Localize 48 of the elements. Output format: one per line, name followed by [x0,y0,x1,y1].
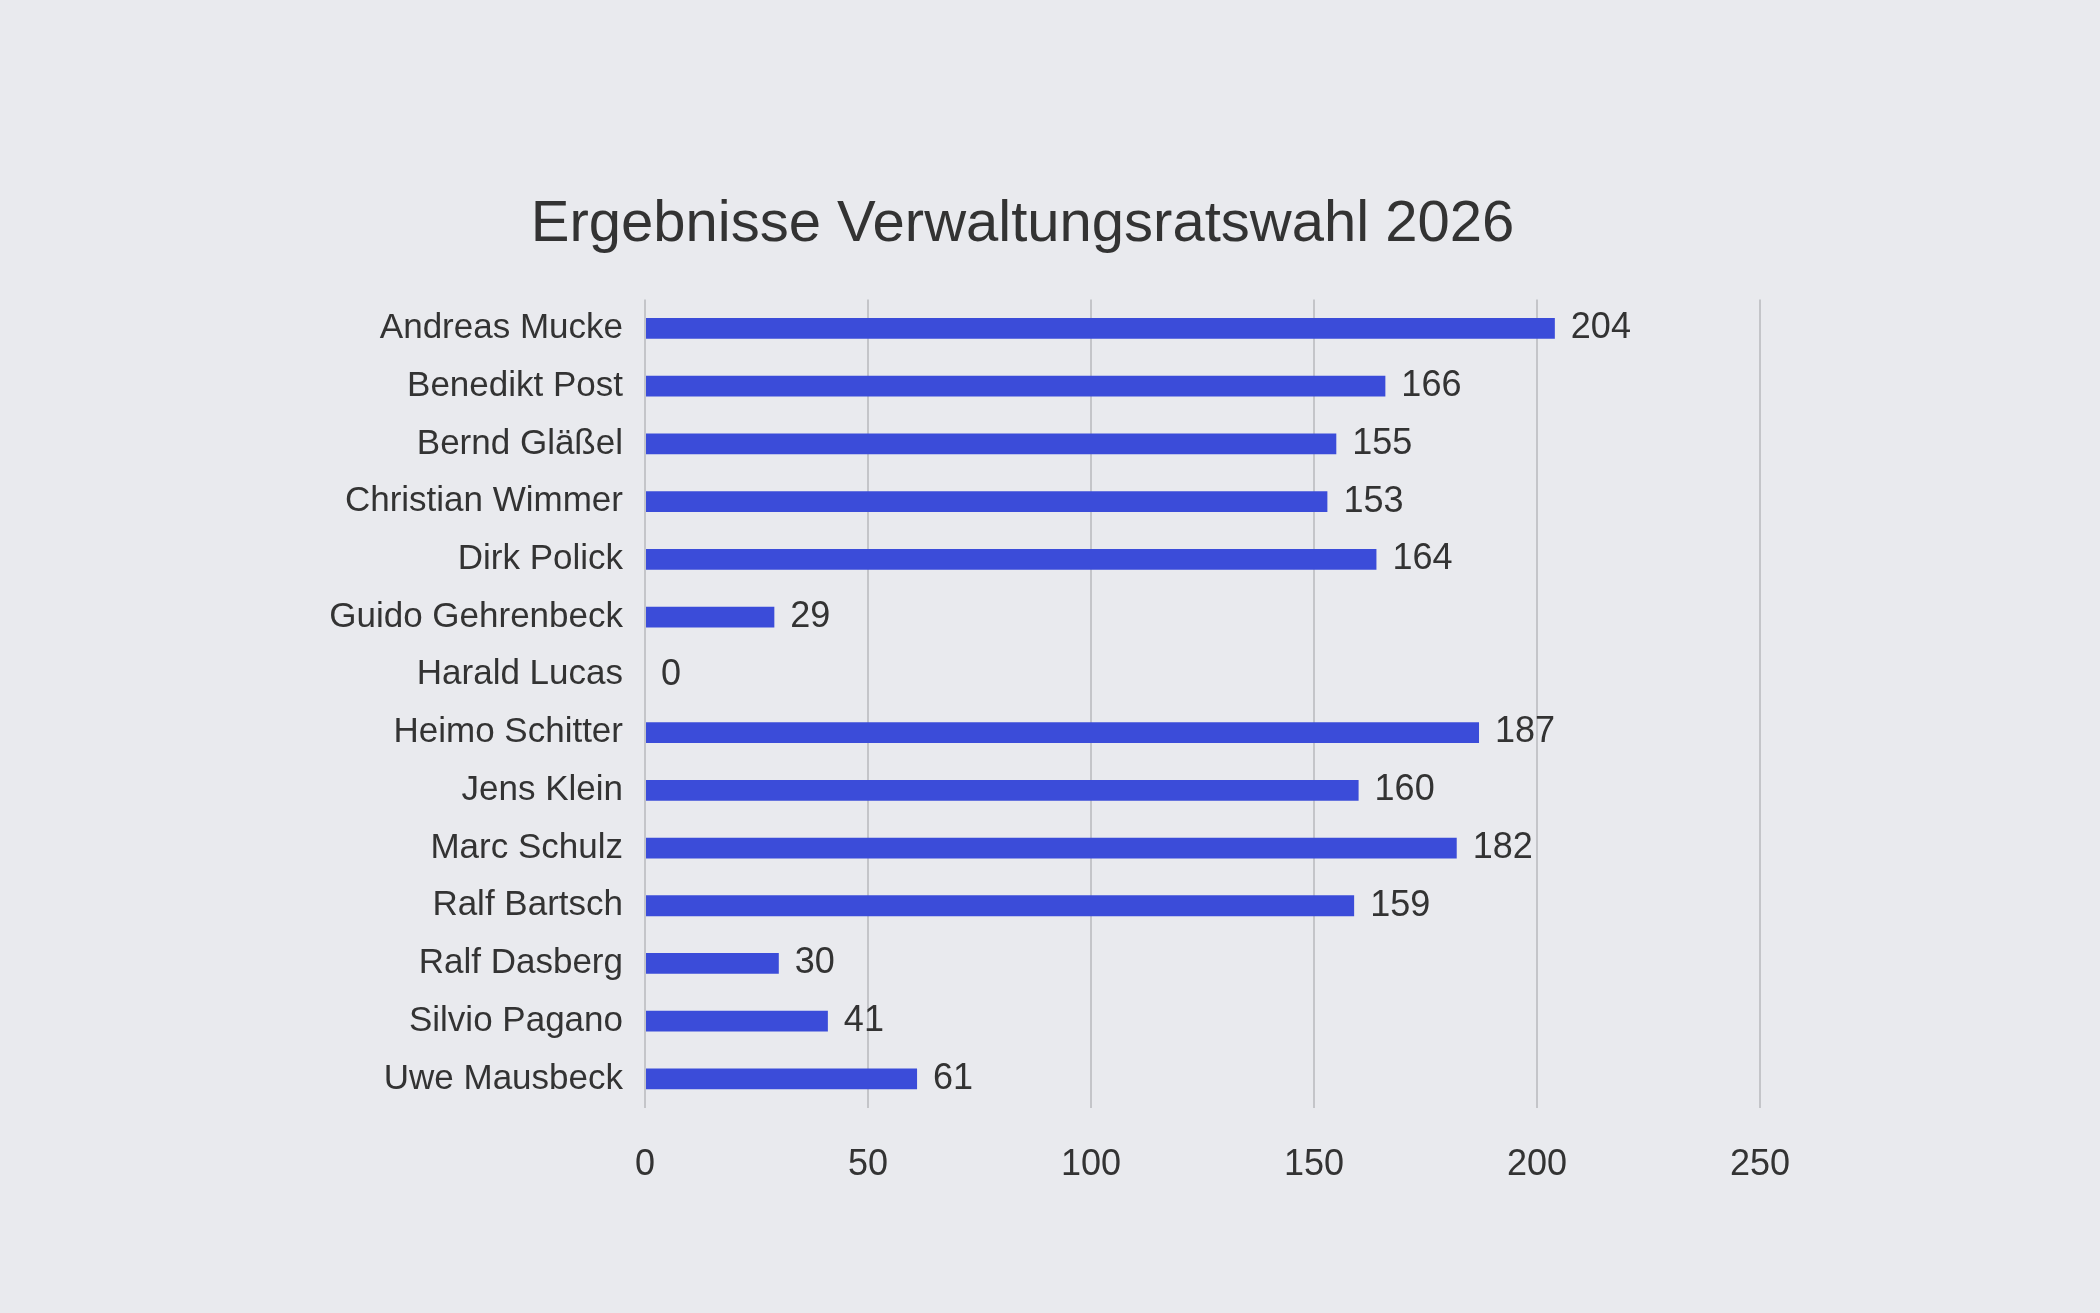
bar [646,837,1457,859]
bar [646,375,1386,397]
y-tick-label: Harald Lucas [416,652,623,692]
x-tick-label: 150 [1283,1142,1345,1184]
x-tick-label: 100 [1060,1142,1122,1184]
bar [646,722,1480,743]
bar [646,548,1377,570]
x-tick-label: 0 [634,1142,656,1184]
bar [646,318,1555,339]
data-label: 160 [1374,767,1435,809]
data-label: 30 [794,940,835,982]
y-tick-label: Uwe Mausbeck [383,1056,624,1096]
data-label: 164 [1392,536,1453,578]
data-label: 204 [1570,305,1631,347]
data-label: 41 [843,998,884,1040]
x-tick-label: 200 [1506,1142,1568,1184]
data-label: 61 [933,1055,974,1097]
y-tick-label: Guido Gehrenbeck [329,594,624,634]
bar [646,606,775,628]
y-tick-label: Bernd Gläßel [416,421,623,461]
data-label: 166 [1401,363,1462,405]
y-tick-label: Ralf Bartsch [432,883,623,923]
x-tick-label: 50 [847,1142,889,1184]
data-label: 187 [1495,709,1556,751]
bar [646,895,1355,917]
y-tick-label: Dirk Polick [457,537,624,577]
y-tick-label: Silvio Pagano [408,998,623,1038]
data-label: 29 [790,594,831,636]
y-tick-label: Christian Wimmer [344,479,624,519]
bar [646,491,1328,513]
data-label: 153 [1343,478,1404,520]
y-tick-label: Ralf Dasberg [418,941,623,981]
bar [646,1068,918,1090]
data-label: 159 [1370,882,1431,924]
data-label: 182 [1472,824,1533,866]
bar [646,1010,828,1032]
y-tick-label: Jens Klein [461,767,623,807]
data-label: 0 [661,651,682,693]
bar [646,433,1337,455]
bar [646,953,779,974]
y-tick-label: Heimo Schitter [393,710,624,750]
y-tick-label: Benedikt Post [407,363,624,403]
x-tick-label: 250 [1729,1142,1791,1184]
bar [646,779,1359,801]
y-tick-label: Andreas Mucke [379,306,623,346]
data-label: 155 [1352,420,1413,462]
chart-title: Ergebnisse Verwaltungsratswahl 2026 [530,187,1515,253]
y-tick-label: Marc Schulz [430,825,623,865]
